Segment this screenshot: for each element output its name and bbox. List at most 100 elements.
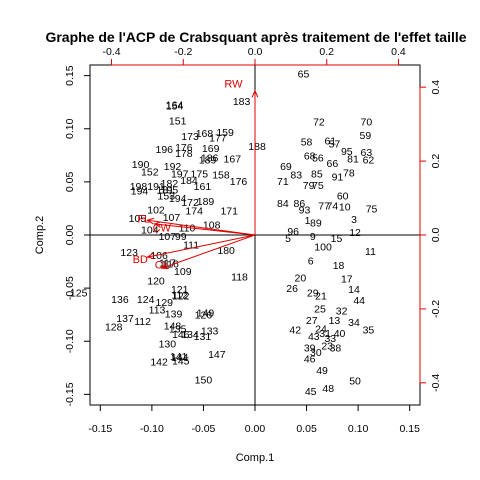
observation-label: 134 <box>181 329 199 341</box>
observation-label: 71 <box>277 176 289 188</box>
variable-label-fl: FL <box>137 213 150 225</box>
y-tick-label: 0.15 <box>64 65 76 86</box>
variable-label-cl: CL <box>155 260 169 272</box>
observation-label: 59 <box>360 130 372 142</box>
observation-label: 69 <box>280 161 292 173</box>
observation-label: 79 <box>303 180 315 192</box>
right-tick-label: -0.2 <box>430 300 442 318</box>
observation-label: 159 <box>216 127 234 139</box>
observation-label: 135 <box>169 324 187 336</box>
observation-label: 23 <box>321 341 333 353</box>
x-tick-label: -0.15 <box>88 423 112 435</box>
observation-label: 50 <box>349 376 361 388</box>
observation-label: 189 <box>199 155 217 167</box>
observation-label: 1 <box>305 215 311 227</box>
observation-label: 42 <box>289 325 301 337</box>
observation-label: 60 <box>337 191 349 203</box>
observation-label: 38 <box>330 343 342 355</box>
arrow-head <box>160 263 169 270</box>
observation-label: 56 <box>312 152 324 164</box>
observation-label: 123 <box>120 247 138 259</box>
observation-label: 195 <box>161 184 179 196</box>
observation-label: 3 <box>351 214 357 226</box>
observation-label: 85 <box>311 168 323 180</box>
observation-label: 13 <box>329 315 341 327</box>
observation-label: 161 <box>194 181 212 193</box>
observation-label: 25 <box>314 303 326 315</box>
observation-label: 144 <box>171 352 189 364</box>
observation-label: 26 <box>286 283 298 295</box>
y-tick-label: -0.10 <box>64 329 76 353</box>
observation-label: 39 <box>304 343 316 355</box>
right-tick-label: -0.4 <box>430 374 442 392</box>
observation-label: 148 <box>164 320 182 332</box>
observation-label: 194 <box>169 193 187 205</box>
right-tick-label: 0.0 <box>430 228 442 243</box>
arrow-head <box>146 217 155 225</box>
right-tick-label: 0.2 <box>430 154 442 169</box>
observation-label: 72 <box>313 116 325 128</box>
observation-label: 164 <box>166 99 184 111</box>
observation-label: 30 <box>310 347 322 359</box>
observation-label: 27 <box>306 315 318 327</box>
observation-label: 83 <box>290 169 302 181</box>
observation-label: 191 <box>147 181 165 193</box>
observation-label: 62 <box>363 155 375 167</box>
observation-label: 169 <box>202 143 220 155</box>
observation-label: 40 <box>334 328 346 340</box>
x-axis-top: -0.4 -0.2 0.0 0.2 0.4 <box>102 46 406 66</box>
top-tick-label: -0.2 <box>174 46 192 58</box>
observation-label: 81 <box>347 154 359 166</box>
observation-label: 171 <box>220 206 238 218</box>
observation-label: 173 <box>181 131 199 143</box>
observation-label: 66 <box>327 158 339 170</box>
observation-label: 142 <box>150 356 168 368</box>
y-axis-label: Comp.2 <box>34 216 46 255</box>
observation-label: 5 <box>285 233 291 245</box>
observation-label: 45 <box>305 386 317 398</box>
chart-title: Graphe de l'ACP de Crabsquant après trai… <box>45 29 466 45</box>
arrow-head <box>153 221 162 228</box>
observation-label: 6 <box>308 256 314 268</box>
arrow-head <box>146 252 155 260</box>
y-tick-label: 0.05 <box>64 171 76 192</box>
observation-label: 176 <box>230 176 248 188</box>
x-axis-bottom: -0.15 -0.10 -0.05 0.00 0.05 0.10 0.15 <box>88 404 420 435</box>
top-tick-label: 0.4 <box>391 46 406 58</box>
observation-label: 105 <box>129 213 147 225</box>
observation-label: 78 <box>343 167 355 179</box>
observation-label: 128 <box>105 321 123 333</box>
observation-label: 175 <box>191 168 209 180</box>
observation-label: 99 <box>175 231 187 243</box>
observation-label: 12 <box>349 227 361 239</box>
observation-label: 21 <box>315 291 327 303</box>
x-tick-label: -0.05 <box>191 423 215 435</box>
observation-label: 74 <box>327 200 339 212</box>
observation-label: 131 <box>194 331 212 343</box>
observation-label: 84 <box>277 198 289 210</box>
variable-arrow-bd <box>161 234 256 269</box>
right-tick-label: 0.4 <box>430 80 442 95</box>
observation-label: 100 <box>314 242 332 254</box>
observation-label: 178 <box>175 148 193 160</box>
observation-label: 10 <box>339 201 351 213</box>
y-tick-label: -0.15 <box>64 382 76 406</box>
observation-label: 141 <box>170 351 188 363</box>
y-axis-left: -0.15 -0.10 -0.05 0.00 0.05 0.10 0.15 <box>64 65 91 406</box>
x-tick-label: 0.05 <box>296 423 317 435</box>
observation-label: 109 <box>174 266 192 278</box>
observation-label: 46 <box>304 353 316 365</box>
x-axis-label: Comp.1 <box>236 452 275 464</box>
observation-label: 75 <box>312 180 324 192</box>
observation-label: 147 <box>208 349 226 361</box>
observation-label: 136 <box>111 294 129 306</box>
observation-label: 183 <box>233 96 251 108</box>
observation-label: 18 <box>333 260 345 272</box>
observation-label: 93 <box>299 205 311 217</box>
observation-label: 104 <box>141 225 159 237</box>
x-tick-label: -0.10 <box>140 423 164 435</box>
observation-label: 31 <box>319 328 331 340</box>
